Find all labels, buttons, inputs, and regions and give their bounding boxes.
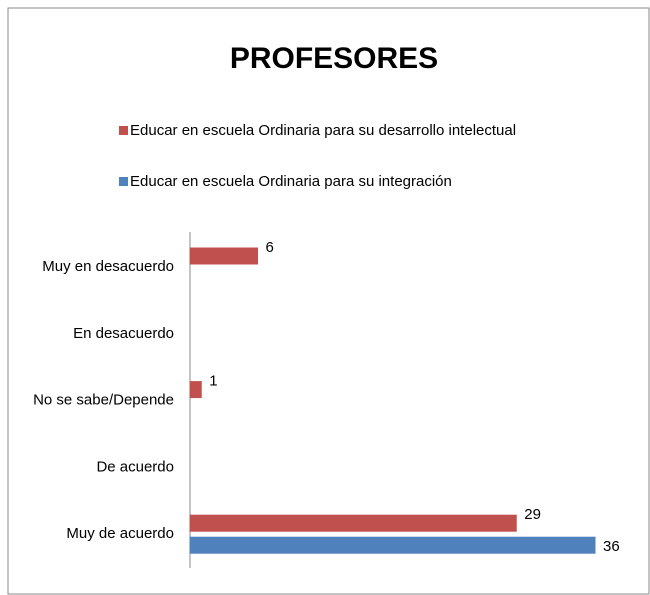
y-tick-label: En desacuerdo [73,325,174,342]
legend-label: Educar en escuela Ordinaria para su inte… [130,173,452,190]
legend-label: Educar en escuela Ordinaria para su desa… [130,122,516,139]
chart-frame [7,7,650,595]
bar [189,536,596,554]
bar [189,381,202,399]
data-label: 29 [524,506,541,523]
data-label: 6 [266,239,274,256]
bar [189,514,517,532]
y-tick-label: No se sabe/Depende [33,392,174,409]
bar [189,247,258,265]
data-label: 1 [209,373,217,390]
y-tick-label: De acuerdo [96,458,174,475]
legend-swatch [119,126,128,135]
y-tick-label: Muy de acuerdo [66,525,174,542]
data-label: 36 [603,538,620,555]
legend-swatch [119,177,128,186]
chart-title: PROFESORES [230,42,438,75]
y-tick-label: Muy en desacuerdo [42,258,174,275]
